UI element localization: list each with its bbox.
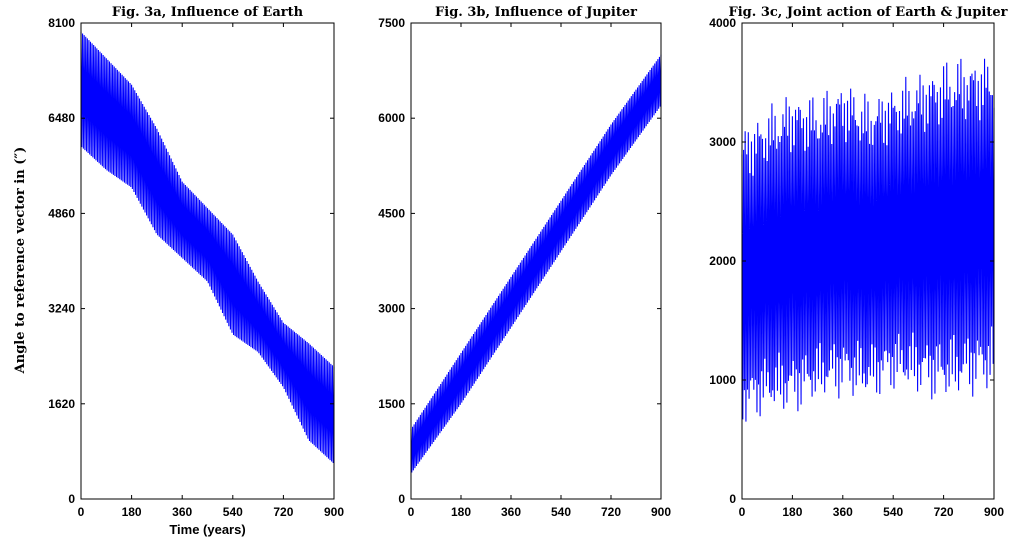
fig-3c-x-tick-label: 0: [739, 505, 746, 519]
fig-3c-y-tick-label: 3000: [709, 135, 736, 149]
fig-3a-y-tick-label: 3240: [48, 302, 75, 316]
fig-3b-x-tick-label: 540: [551, 505, 571, 519]
fig-3a-panel: Fig. 3a, Influence of Earth 0 180 360 540 720…: [48, 5, 344, 537]
fig-3b-x-tick-label: 0: [408, 505, 415, 519]
fig-3a-x-tick-label: 720: [273, 505, 293, 519]
fig-3a-y-tick-label: 4860: [48, 206, 75, 220]
fig-3b-series-line: [410, 54, 662, 473]
fig-3b-y-tick-label: 0: [398, 492, 405, 506]
fig-3c-y-tick-label: 1000: [709, 373, 736, 387]
fig-3a-x-axis-label: Time (years): [169, 522, 245, 537]
fig-3b-y-tick-label: 7500: [378, 16, 405, 30]
fig-3a-x-tick-label: 900: [324, 505, 344, 519]
fig-3a-y-tick-label: 1620: [48, 397, 75, 411]
fig-3a-y-tick-label: 0: [68, 492, 75, 506]
fig-3c-x-tick-label: 720: [934, 505, 954, 519]
fig-3b-y-tick-label: 6000: [378, 111, 405, 125]
fig-3a-x-tick-label: 540: [223, 505, 243, 519]
fig-3a-y-tick-label: 6480: [48, 111, 75, 125]
fig-3c-x-tick-label: 540: [883, 505, 903, 519]
fig-3b-x-tick-label: 180: [451, 505, 471, 519]
fig-3a-x-tick-label: 0: [78, 505, 85, 519]
fig-3b-title: Fig. 3b, Influence of Jupiter: [435, 5, 637, 20]
fig-3c-y-tick-label: 0: [729, 492, 736, 506]
fig-3c-title: Fig. 3c, Joint action of Earth & Jupiter: [729, 5, 1008, 20]
fig-3c-series-line: [741, 58, 995, 422]
fig-3b-x-tick-label: 900: [651, 505, 671, 519]
fig-3c-y-tick-label: 2000: [709, 254, 736, 268]
fig-3c-x-tick-label: 900: [984, 505, 1004, 519]
fig-3c-panel: Fig. 3c, Joint action of Earth & Jupiter…: [709, 5, 1007, 519]
fig-3a-series-line: [80, 31, 335, 464]
fig-3b-x-tick-label: 360: [501, 505, 521, 519]
fig-3a-axes-box: [80, 22, 335, 500]
fig-3c-x-tick-label: 180: [782, 505, 802, 519]
fig-3c-x-tick-label: 360: [833, 505, 853, 519]
y-axis-label: Angle to reference vector in (″): [13, 147, 28, 375]
fig-3c-y-tick-label: 4000: [709, 16, 736, 30]
fig-3b-axes-box: [410, 22, 662, 500]
fig-3b-x-tick-label: 720: [601, 505, 621, 519]
fig-3a-x-tick-label: 180: [122, 505, 142, 519]
fig-3b-panel: Fig. 3b, Influence of Jupiter 0 180 360 540 7…: [378, 5, 671, 519]
fig-3b-y-tick-label: 4500: [378, 206, 405, 220]
fig-3a-y-tick-label: 8100: [48, 16, 75, 30]
fig-3a-x-tick-label: 360: [172, 505, 192, 519]
fig-3a-title: Fig. 3a, Influence of Earth: [112, 5, 304, 20]
fig-3b-y-tick-label: 1500: [378, 397, 405, 411]
fig-3b-y-tick-label: 3000: [378, 302, 405, 316]
